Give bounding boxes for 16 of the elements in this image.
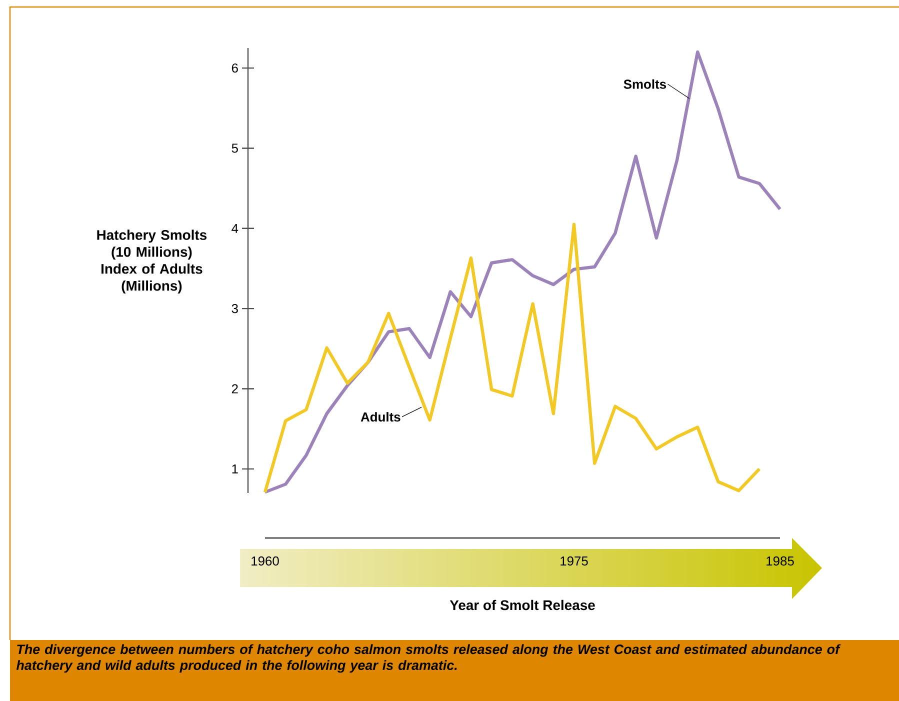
y-tick-label: 3 — [232, 304, 238, 314]
y-axis-title: Hatchery Smolts (10 Millions) Index of Adults (Millions) — [97, 230, 207, 294]
x-axis-title: Year of Smolt Release — [450, 600, 595, 610]
x-tick-label: 1975 — [560, 556, 588, 566]
y-tick-label: 2 — [232, 384, 238, 394]
text: The divergence between numbers of hatchery coho salmon smolts released along the West Coast and estimated abundance of hatchery and wild adults produced in the following year is dramatic. — [16, 644, 841, 673]
x-tick-label: 1960 — [252, 556, 279, 566]
x-tick-label: 1985 — [766, 556, 794, 566]
y-tick-label: 5 — [232, 144, 238, 153]
y-tick-label: 6 — [232, 63, 238, 73]
line-series — [263, 222, 762, 494]
y-tick-label: 1 — [232, 464, 238, 474]
y-tick-label: 4 — [232, 224, 238, 233]
series-label: Smolts — [624, 79, 666, 89]
series-label: Adults — [360, 412, 400, 422]
line-series — [263, 50, 782, 494]
